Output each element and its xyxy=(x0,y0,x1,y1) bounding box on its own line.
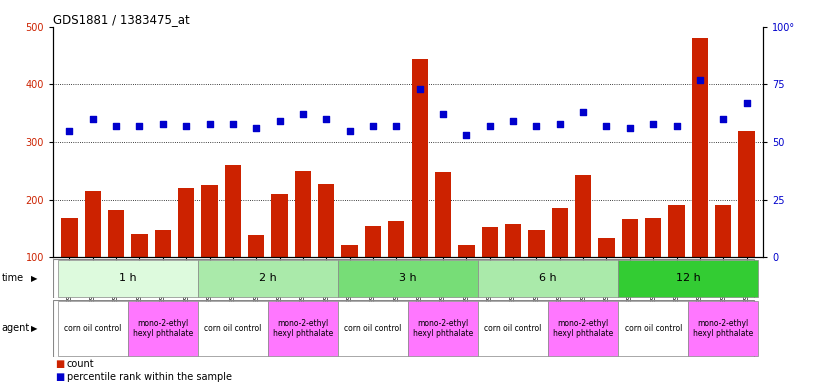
Text: agent: agent xyxy=(2,323,30,333)
Bar xyxy=(738,131,755,257)
Bar xyxy=(131,234,148,257)
Text: mono-2-ethyl
hexyl phthalate: mono-2-ethyl hexyl phthalate xyxy=(553,319,614,338)
Bar xyxy=(272,194,288,257)
Bar xyxy=(58,260,197,297)
Bar xyxy=(435,172,451,257)
Point xyxy=(483,123,496,129)
Text: 2 h: 2 h xyxy=(259,273,277,283)
Bar xyxy=(58,301,127,356)
Bar xyxy=(411,59,428,257)
Text: corn oil control: corn oil control xyxy=(485,324,542,333)
Bar xyxy=(197,301,268,356)
Bar xyxy=(197,260,338,297)
Bar xyxy=(668,205,685,257)
Point xyxy=(740,100,753,106)
Point xyxy=(157,121,170,127)
Point xyxy=(460,132,473,138)
Text: ■: ■ xyxy=(55,372,64,382)
Point xyxy=(86,116,100,122)
Point xyxy=(133,123,146,129)
Point xyxy=(646,121,659,127)
Text: corn oil control: corn oil control xyxy=(64,324,122,333)
Bar xyxy=(248,235,264,257)
Bar xyxy=(85,191,101,257)
Bar xyxy=(224,165,241,257)
Bar xyxy=(688,301,758,356)
Text: GDS1881 / 1383475_at: GDS1881 / 1383475_at xyxy=(53,13,190,26)
Point xyxy=(226,121,239,127)
Bar xyxy=(388,221,405,257)
Bar xyxy=(619,301,688,356)
Bar xyxy=(478,260,618,297)
Text: mono-2-ethyl
hexyl phthalate: mono-2-ethyl hexyl phthalate xyxy=(273,319,333,338)
Point xyxy=(180,123,193,129)
Text: 6 h: 6 h xyxy=(539,273,557,283)
Text: ■: ■ xyxy=(55,359,64,369)
Point xyxy=(623,125,636,131)
Bar xyxy=(505,224,521,257)
Bar xyxy=(692,38,708,257)
Bar xyxy=(575,175,592,257)
Text: time: time xyxy=(2,273,24,283)
Bar xyxy=(552,208,568,257)
Text: percentile rank within the sample: percentile rank within the sample xyxy=(67,372,232,382)
Text: 3 h: 3 h xyxy=(399,273,417,283)
Bar xyxy=(715,205,731,257)
Point xyxy=(600,123,613,129)
Text: 1 h: 1 h xyxy=(119,273,136,283)
Point xyxy=(366,123,379,129)
Point xyxy=(320,116,333,122)
Bar xyxy=(318,184,335,257)
Bar xyxy=(528,230,544,257)
Text: mono-2-ethyl
hexyl phthalate: mono-2-ethyl hexyl phthalate xyxy=(133,319,193,338)
Bar xyxy=(619,260,758,297)
Point xyxy=(296,111,309,118)
Bar xyxy=(128,301,197,356)
Bar xyxy=(108,210,124,257)
Text: 12 h: 12 h xyxy=(676,273,701,283)
Bar xyxy=(295,171,311,257)
Bar xyxy=(341,245,357,257)
Point xyxy=(390,123,403,129)
Point xyxy=(670,123,683,129)
Bar xyxy=(478,301,548,356)
Point xyxy=(507,118,520,124)
Text: corn oil control: corn oil control xyxy=(204,324,262,333)
Point xyxy=(530,123,543,129)
Text: count: count xyxy=(67,359,95,369)
Text: corn oil control: corn oil control xyxy=(624,324,682,333)
Text: ▶: ▶ xyxy=(31,274,38,283)
Text: mono-2-ethyl
hexyl phthalate: mono-2-ethyl hexyl phthalate xyxy=(693,319,753,338)
Point xyxy=(577,109,590,115)
Point xyxy=(250,125,263,131)
Bar xyxy=(622,219,638,257)
Bar xyxy=(548,301,618,356)
Text: mono-2-ethyl
hexyl phthalate: mono-2-ethyl hexyl phthalate xyxy=(413,319,473,338)
Bar xyxy=(365,226,381,257)
Bar xyxy=(481,227,498,257)
Point xyxy=(413,86,426,92)
Point xyxy=(273,118,286,124)
Bar xyxy=(408,301,478,356)
Bar xyxy=(338,301,408,356)
Bar xyxy=(268,301,338,356)
Point xyxy=(343,127,356,134)
Bar xyxy=(645,218,662,257)
Bar xyxy=(338,260,478,297)
Bar xyxy=(178,188,194,257)
Bar xyxy=(202,185,218,257)
Point xyxy=(553,121,566,127)
Text: corn oil control: corn oil control xyxy=(344,324,401,333)
Point xyxy=(437,111,450,118)
Bar xyxy=(154,230,171,257)
Bar xyxy=(61,218,78,257)
Text: ▶: ▶ xyxy=(31,324,38,333)
Point xyxy=(694,77,707,83)
Bar xyxy=(459,245,475,257)
Point xyxy=(203,121,216,127)
Point xyxy=(109,123,122,129)
Point xyxy=(716,116,730,122)
Point xyxy=(63,127,76,134)
Bar xyxy=(598,238,614,257)
